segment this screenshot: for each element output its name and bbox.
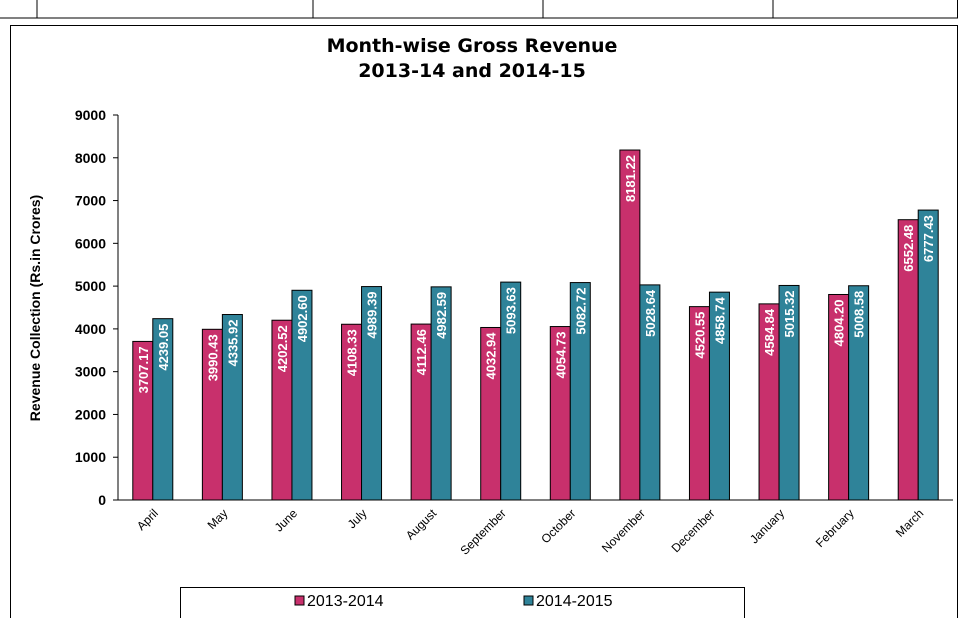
y-tick-label: 7000: [75, 193, 106, 209]
x-tick-label: September: [457, 506, 508, 557]
legend-label: 2014-2015: [536, 593, 613, 610]
y-tick-label: 0: [98, 492, 106, 508]
value-label: 4202.52: [275, 325, 290, 372]
chart-subtitle: 2013-14 and 2014-15: [358, 60, 586, 82]
value-label: 5082.72: [573, 288, 588, 335]
value-label: 6552.48: [901, 225, 916, 272]
table-fragment: [0, 0, 958, 19]
y-tick-label: 4000: [75, 321, 106, 337]
x-tick-label: March: [893, 506, 926, 539]
value-label: 5015.32: [782, 290, 797, 337]
value-label: 4239.05: [156, 324, 171, 371]
chart-title: Month-wise Gross Revenue: [327, 35, 618, 57]
legend: [180, 587, 745, 618]
value-label: 4032.94: [484, 332, 499, 380]
value-label: 4902.60: [295, 295, 310, 342]
x-tick-label: October: [538, 506, 578, 546]
y-axis-label: Revenue Collection (Rs.in Crores): [27, 195, 43, 421]
legend-label: 2013-2014: [307, 593, 384, 610]
x-tick-label: February: [813, 506, 857, 550]
value-label: 4804.20: [832, 299, 847, 346]
value-label: 4858.74: [712, 296, 727, 344]
y-tick-label: 5000: [75, 278, 106, 294]
x-tick-label: July: [345, 506, 370, 531]
value-label: 4584.84: [762, 308, 777, 356]
y-tick-label: 1000: [75, 449, 106, 465]
value-label: 5028.64: [643, 289, 658, 337]
value-label: 4112.46: [414, 329, 429, 375]
legend-swatch: [523, 595, 534, 606]
y-tick-label: 8000: [75, 150, 106, 166]
x-tick-label: June: [272, 506, 301, 535]
x-tick-label: December: [669, 506, 718, 555]
x-tick-label: April: [134, 506, 161, 533]
value-label: 4520.55: [692, 312, 707, 359]
y-tick-label: 2000: [75, 406, 106, 422]
value-label: 3990.43: [205, 334, 220, 381]
value-label: 4335.92: [225, 320, 240, 367]
legend-swatch: [294, 595, 305, 606]
y-tick-label: 9000: [75, 107, 106, 123]
value-label: 3707.17: [136, 346, 151, 393]
value-label: 5008.58: [852, 291, 867, 338]
value-label: 6777.43: [921, 215, 936, 262]
value-label: 4989.39: [365, 292, 380, 339]
value-label: 4108.33: [345, 329, 360, 376]
value-label: 8181.22: [623, 155, 638, 202]
x-tick-label: May: [205, 506, 231, 532]
x-tick-label: November: [599, 506, 648, 555]
value-label: 5093.63: [504, 287, 519, 334]
x-tick-label: August: [403, 506, 440, 543]
x-tick-label: January: [747, 506, 787, 546]
value-label: 4054.73: [553, 332, 568, 379]
value-label: 4982.59: [434, 292, 449, 339]
y-tick-label: 6000: [75, 235, 106, 251]
y-tick-label: 3000: [75, 364, 106, 380]
